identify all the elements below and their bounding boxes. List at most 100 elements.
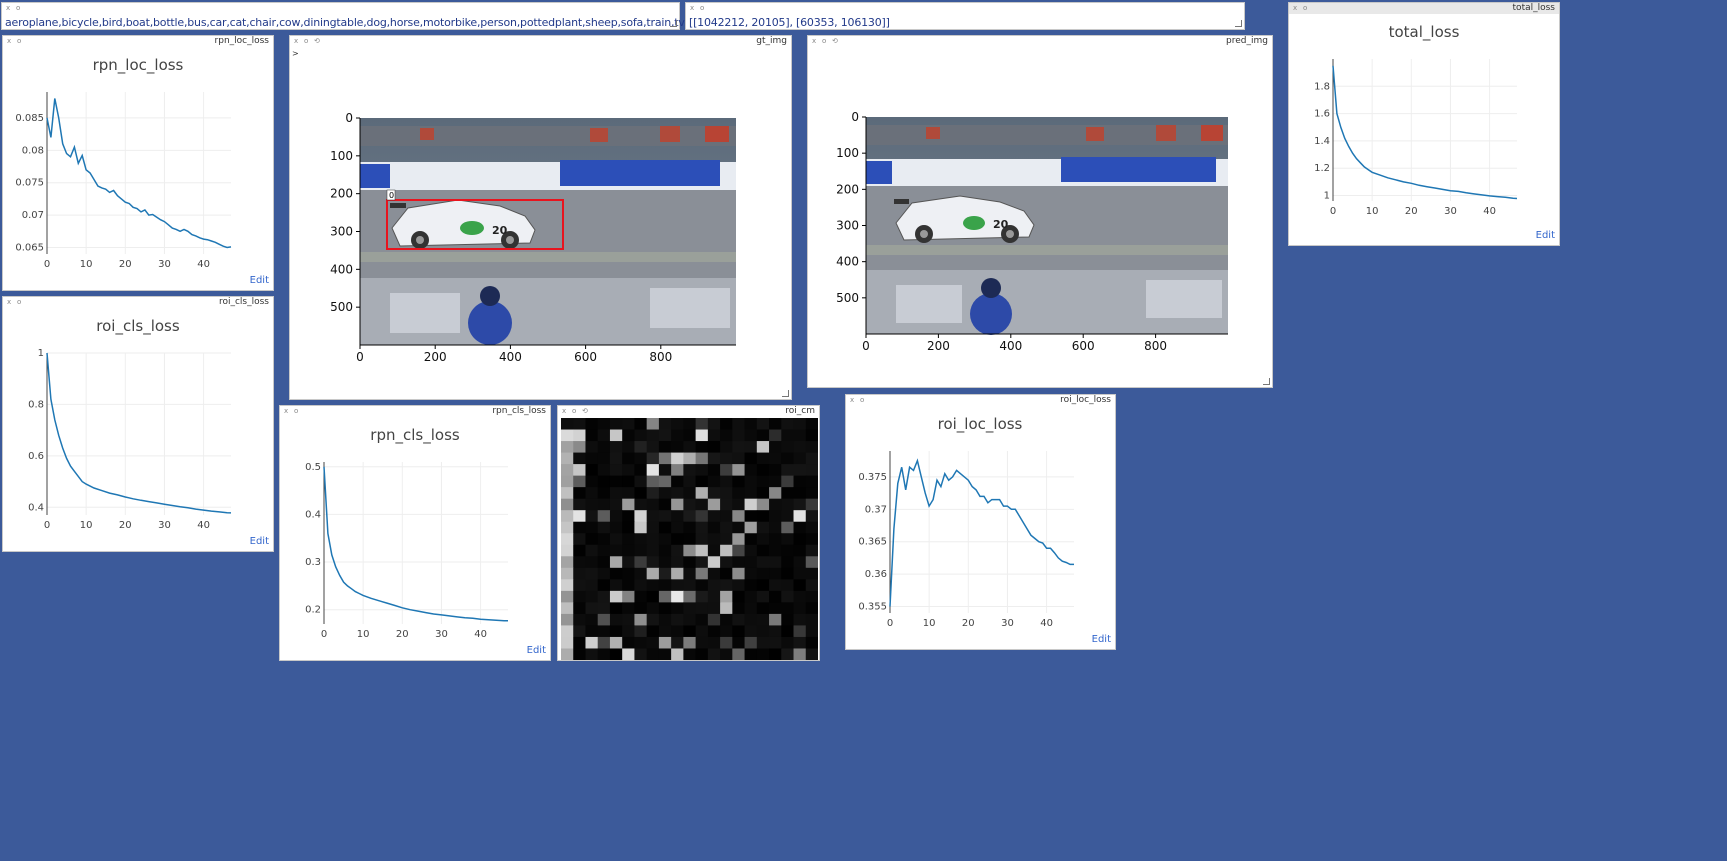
edit-link[interactable]: Edit xyxy=(1091,634,1111,645)
x-tick-label: 400 xyxy=(499,350,522,364)
y-tick-label: 0.5 xyxy=(305,462,321,473)
heatmap-cell xyxy=(597,625,611,638)
heatmap-cell xyxy=(793,418,807,431)
heatmap-cell xyxy=(609,452,623,465)
heatmap-cell xyxy=(707,590,721,603)
resize-handle[interactable] xyxy=(1263,378,1270,385)
heatmap-cell xyxy=(781,475,795,488)
heatmap-cell xyxy=(756,429,770,442)
photo: 20 xyxy=(866,117,1228,335)
heatmap-cell xyxy=(793,625,807,638)
pane-bar: x o roi_loc_loss xyxy=(846,395,1115,406)
heatmap-cell xyxy=(756,625,770,638)
heatmap-cell xyxy=(707,464,721,477)
y-tick-label: 1 xyxy=(1324,191,1330,202)
heatmap-cell xyxy=(720,544,733,557)
y-tick-label: 300 xyxy=(836,219,859,233)
pin-icon[interactable]: o xyxy=(294,407,299,415)
close-icon[interactable]: x xyxy=(294,37,299,45)
edit-link[interactable]: Edit xyxy=(526,645,546,656)
x-tick-label: 400 xyxy=(999,339,1022,353)
heatmap-cell xyxy=(793,602,807,615)
heatmap-cell xyxy=(756,510,770,523)
heatmap-cell xyxy=(732,429,746,442)
heatmap-cell xyxy=(805,441,818,454)
close-icon[interactable]: x xyxy=(690,4,695,12)
resize-handle[interactable] xyxy=(670,20,677,27)
heatmap-cell xyxy=(732,498,746,511)
roi-loc-loss-chart[interactable]: roi_loc_loss 0 10 20 30 40 0.355 0.36 0.365 0.37 0… xyxy=(846,407,1114,639)
series-line xyxy=(889,458,1074,607)
heatmap-cell xyxy=(658,533,672,546)
pin-icon[interactable]: o xyxy=(16,4,21,12)
resize-handle[interactable] xyxy=(782,390,789,397)
heatmap-cell xyxy=(756,452,770,465)
x-tick-label: 40 xyxy=(1040,618,1053,629)
y-tick-label: 0 xyxy=(345,111,353,125)
heatmap-cell xyxy=(609,533,623,546)
reset-icon[interactable]: ⟲ xyxy=(314,37,320,45)
heatmap-cell xyxy=(781,625,795,638)
heatmap-cell xyxy=(805,625,818,638)
pin-icon[interactable]: o xyxy=(17,37,22,45)
close-icon[interactable]: x xyxy=(6,4,11,12)
heatmap-cell xyxy=(597,475,611,488)
y-tick-label: 0.2 xyxy=(305,605,321,616)
heatmap-cell xyxy=(793,441,807,454)
heatmap-cell xyxy=(609,510,623,523)
heatmap-cell xyxy=(805,556,818,569)
close-icon[interactable]: x xyxy=(850,396,855,404)
edit-link[interactable]: Edit xyxy=(249,275,269,286)
heatmap-cell xyxy=(585,648,599,660)
pin-icon[interactable]: o xyxy=(860,396,865,404)
total-loss-chart[interactable]: total_loss 0 10 20 30 40 1 1.2 1.4 1.6 1.8 xyxy=(1289,15,1559,237)
x-tick-label: 20 xyxy=(396,629,409,640)
heatmap-cell xyxy=(634,590,648,603)
edit-link[interactable]: Edit xyxy=(1535,230,1555,241)
close-icon[interactable]: x xyxy=(7,37,12,45)
gt-bounding-box xyxy=(386,199,564,250)
close-icon[interactable]: x xyxy=(812,37,817,45)
roi-cls-loss-chart[interactable]: roi_cls_loss 0 10 20 30 40 0.4 0.6 0.8 1 xyxy=(3,309,273,541)
reset-icon[interactable]: ⟲ xyxy=(832,37,838,45)
heatmap-cell xyxy=(561,544,574,557)
heatmap-cell xyxy=(695,579,709,592)
heatmap-cell xyxy=(720,556,733,569)
resize-handle[interactable] xyxy=(1235,20,1242,27)
race-car: 20 xyxy=(390,199,536,249)
pairs-text: [[1042212, 20105], [60353, 106130]] xyxy=(689,16,890,29)
heatmap-cell xyxy=(683,521,697,534)
heatmap-cell xyxy=(707,441,721,454)
heatmap-cell xyxy=(720,418,733,431)
close-icon[interactable]: x xyxy=(562,407,567,415)
rpn-loc-loss-chart[interactable]: rpn_loc_loss 0 10 20 30 40 0.065 0.07 0.075 0.08 0… xyxy=(3,48,273,280)
edit-link[interactable]: Edit xyxy=(249,536,269,547)
pin-icon[interactable]: o xyxy=(822,37,827,45)
reset-icon[interactable]: ⟲ xyxy=(582,407,588,415)
heatmap-cell xyxy=(732,487,746,500)
heatmap-cell xyxy=(707,602,721,615)
rpn-cls-loss-chart[interactable]: rpn_cls_loss 0 10 20 30 40 0.2 0.3 0.4 0.5 xyxy=(280,418,550,650)
heatmap-cell xyxy=(695,533,709,546)
pin-icon[interactable]: o xyxy=(17,298,22,306)
heatmap-cell xyxy=(634,510,648,523)
heatmap-cell xyxy=(609,613,623,626)
heatmap-cell xyxy=(805,602,818,615)
close-icon[interactable]: x xyxy=(7,298,12,306)
pin-icon[interactable]: o xyxy=(304,37,309,45)
heatmap-cell xyxy=(573,429,586,442)
heatmap-cell xyxy=(707,498,721,511)
heatmap-cell xyxy=(695,556,709,569)
pin-icon[interactable]: o xyxy=(1303,4,1308,12)
close-icon[interactable]: x xyxy=(284,407,289,415)
close-icon[interactable]: x xyxy=(1293,4,1298,12)
heatmap-cell xyxy=(634,579,648,592)
heatmap-cell xyxy=(756,533,770,546)
heatmap-cell xyxy=(609,590,623,603)
heatmap-cell xyxy=(671,544,684,557)
y-tick-label: 0.355 xyxy=(858,602,887,613)
heatmap-cell xyxy=(805,521,818,534)
heatmap-cell xyxy=(573,418,586,431)
pin-icon[interactable]: o xyxy=(700,4,705,12)
pin-icon[interactable]: o xyxy=(572,407,577,415)
